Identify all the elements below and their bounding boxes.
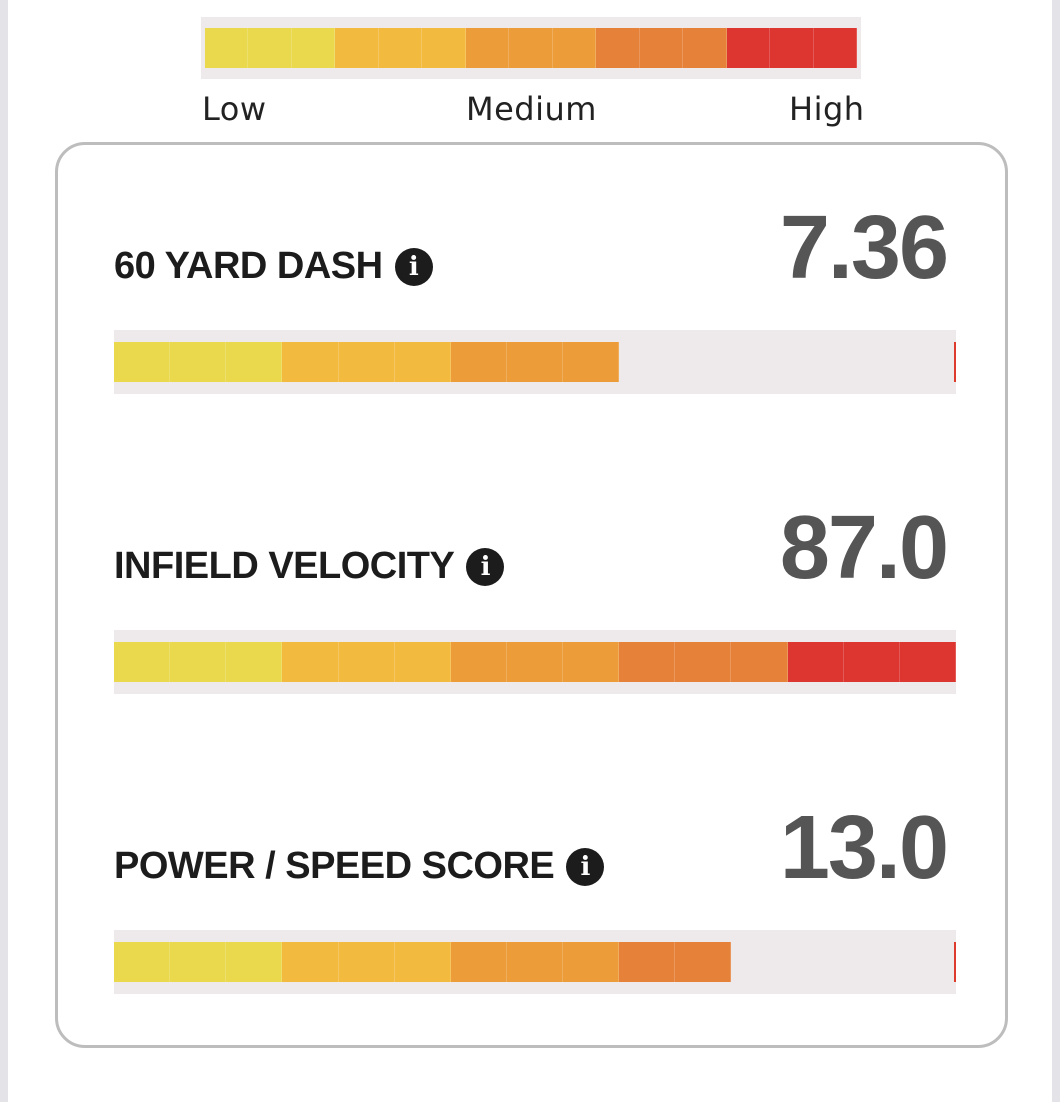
metric-bar-fill — [114, 342, 620, 382]
bar-segment — [226, 942, 283, 982]
bar-segment — [899, 642, 956, 682]
bar-segment — [619, 942, 676, 982]
legend-low-label: Low — [202, 90, 267, 128]
bar-segment — [394, 342, 451, 382]
metric-bar-fill — [114, 942, 732, 982]
bar-segment — [282, 642, 339, 682]
metric-bar-end-marker — [954, 942, 956, 982]
legend-segment — [465, 28, 510, 68]
bar-segment — [563, 342, 620, 382]
metric-bar — [114, 930, 956, 994]
legend-segment — [509, 28, 553, 68]
legend-segment — [335, 28, 379, 68]
bar-segment — [282, 342, 339, 382]
bar-segment — [731, 642, 788, 682]
bar-segment — [450, 942, 507, 982]
bar-segment — [506, 942, 563, 982]
metric-value: 87.0 — [779, 498, 949, 598]
legend-segment — [378, 28, 423, 68]
metric-label: POWER / SPEED SCORE — [114, 845, 555, 887]
bar-segment — [787, 642, 844, 682]
metric-label: 60 YARD DASH — [114, 245, 383, 287]
metric-label-row: 60 YARD DASH i — [114, 245, 433, 288]
metric-bar — [114, 330, 956, 394]
legend-segment — [422, 28, 466, 68]
bar-segment — [114, 942, 171, 982]
legend-segment — [205, 28, 249, 68]
bar-segment — [563, 942, 620, 982]
metric-bar-end-marker — [954, 342, 956, 382]
metrics-card: 60 YARD DASH i 7.36 INFIELD VELOCITY i 8… — [55, 142, 1008, 1048]
metric-value: 7.36 — [779, 198, 949, 298]
bar-segment — [450, 342, 507, 382]
bar-segment — [170, 342, 227, 382]
bar-segment — [675, 942, 732, 982]
bar-segment — [338, 342, 395, 382]
info-icon[interactable]: i — [394, 247, 433, 286]
legend-segment — [813, 28, 858, 68]
bar-segment — [506, 342, 563, 382]
bar-segment — [563, 642, 620, 682]
right-edge — [1052, 0, 1060, 1102]
legend-medium-label: Medium — [466, 90, 597, 128]
bar-segment — [450, 642, 507, 682]
bar-segment — [675, 642, 732, 682]
metric-value: 13.0 — [779, 798, 949, 898]
bar-segment — [114, 642, 171, 682]
metric-bar-fill — [114, 642, 956, 682]
legend-segment — [770, 28, 814, 68]
bar-segment — [170, 942, 227, 982]
legend-segment — [726, 28, 771, 68]
metric-label: INFIELD VELOCITY — [114, 545, 455, 587]
bar-segment — [114, 342, 171, 382]
bar-segment — [394, 942, 451, 982]
bar-segment — [394, 642, 451, 682]
bar-segment — [282, 942, 339, 982]
bar-segment — [338, 642, 395, 682]
legend-segment — [639, 28, 684, 68]
legend-segment — [552, 28, 597, 68]
bar-segment — [506, 642, 563, 682]
legend-segments — [205, 28, 858, 68]
legend-segment — [248, 28, 292, 68]
bar-segment — [338, 942, 395, 982]
legend-high-label: High — [789, 90, 865, 128]
bar-segment — [170, 642, 227, 682]
bar-segment — [843, 642, 900, 682]
metric-label-row: INFIELD VELOCITY i — [114, 545, 505, 588]
metric-bar — [114, 630, 956, 694]
bar-segment — [226, 342, 283, 382]
left-edge — [0, 0, 8, 1102]
bar-segment — [619, 642, 676, 682]
legend-segment — [596, 28, 640, 68]
metric-label-row: POWER / SPEED SCORE i — [114, 845, 605, 888]
info-icon[interactable]: i — [566, 847, 605, 886]
info-icon[interactable]: i — [466, 547, 505, 586]
legend-scale — [201, 17, 861, 79]
bar-segment — [226, 642, 283, 682]
legend-segment — [683, 28, 727, 68]
legend-segment — [291, 28, 336, 68]
